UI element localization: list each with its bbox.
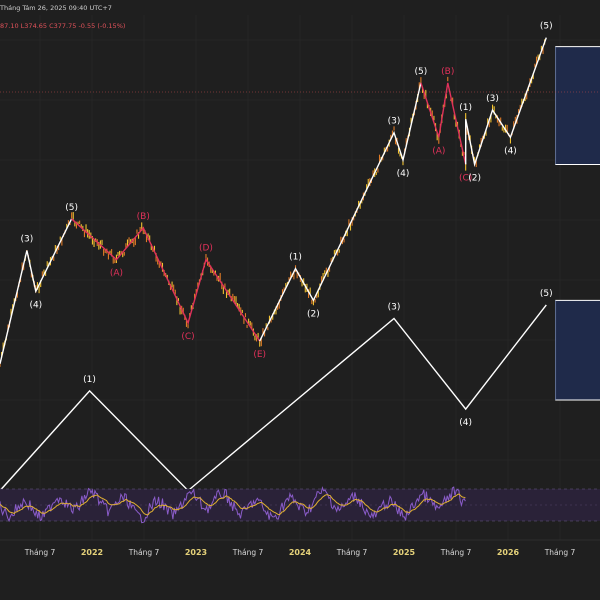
wave-line xyxy=(71,218,261,342)
x-tick-label: Tháng 7 xyxy=(440,548,472,557)
wave-label: (2) xyxy=(468,173,481,183)
wave-label: (4) xyxy=(504,146,517,156)
wave-label: (3) xyxy=(388,117,401,127)
x-tick-label: Tháng 7 xyxy=(336,548,368,557)
wave-labels: (3) (4) (5) (A) (B) (C) (D) (E) (1) (2) (3) (4) (5) (… xyxy=(20,22,552,510)
wave-label: (4) xyxy=(397,169,410,179)
footer-area xyxy=(0,562,600,600)
wave-line xyxy=(465,37,547,168)
wave-label: (D) xyxy=(199,244,213,254)
wave-label: (E) xyxy=(253,350,266,360)
wave-line xyxy=(259,82,422,342)
x-tick-label: Tháng 7 xyxy=(24,548,56,557)
wave-label: (5) xyxy=(540,22,553,32)
wave-label: (B) xyxy=(441,67,454,77)
wave-label: (5) xyxy=(540,289,553,299)
rsi-line xyxy=(0,486,466,524)
wave-label: (B) xyxy=(137,212,150,222)
x-tick-label: 2022 xyxy=(81,548,103,557)
x-tick-label: Tháng 7 xyxy=(128,548,160,557)
wave-label: (2) xyxy=(307,309,320,319)
target-box xyxy=(555,46,600,165)
wave-label: (1) xyxy=(289,253,302,263)
wave-label: (C) xyxy=(459,173,472,183)
wave-label: (A) xyxy=(110,269,123,279)
x-tick-label: Tháng 7 xyxy=(232,548,264,557)
wave-label: (4) xyxy=(459,418,472,428)
wave-label: (5) xyxy=(65,203,78,213)
header-ohlc: 87.10 L374.65 C377.75 -0.55 (-0.15%) xyxy=(0,22,125,30)
wave-line xyxy=(0,304,547,492)
wave-label: (5) xyxy=(415,67,428,77)
wave-label: (3) xyxy=(20,235,33,245)
x-tick-label: Tháng 7 xyxy=(544,548,576,557)
x-axis: Tháng 7 2022 Tháng 7 2023 Tháng 7 2024 Tháng 7… xyxy=(0,539,600,600)
x-tick-label: 2025 xyxy=(393,548,416,557)
wave-label: (A) xyxy=(432,146,445,156)
wave-label: (4) xyxy=(29,300,42,310)
x-tick-label: 2023 xyxy=(185,548,207,557)
rsi-ma-line xyxy=(0,493,466,516)
wave-label: (1) xyxy=(83,375,96,385)
wave-lines xyxy=(0,37,547,492)
header-title: Tháng Tám 26, 2025 09:40 UTC+7 xyxy=(0,4,112,12)
wave-line xyxy=(0,218,73,364)
wave-label: (C) xyxy=(181,332,194,342)
wave-line xyxy=(420,82,467,165)
x-tick-label: 2024 xyxy=(289,548,312,557)
wave-label: (3) xyxy=(486,94,499,104)
x-tick-label: 2026 xyxy=(497,548,520,557)
wave-label: (3) xyxy=(388,302,401,312)
wave-label: (1) xyxy=(459,103,472,113)
target-box xyxy=(555,300,600,400)
target-boxes: 775. xyxy=(555,46,600,401)
rsi-pane xyxy=(0,486,600,524)
